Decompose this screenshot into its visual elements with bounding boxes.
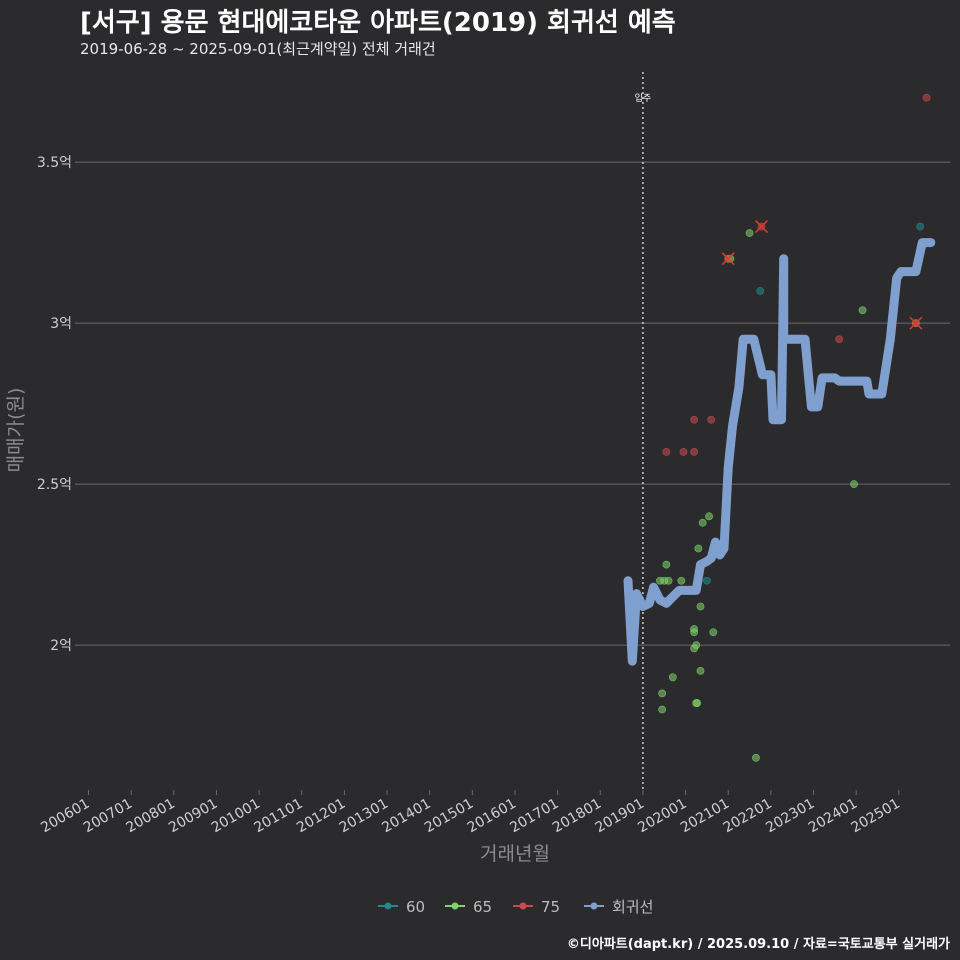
y-tick-label: 2억 xyxy=(50,638,72,654)
point-75 xyxy=(679,448,688,456)
point-75 xyxy=(922,93,931,102)
point-75 xyxy=(662,448,671,456)
legend-label: 60 xyxy=(406,898,425,916)
x-axis-label: 거래년월 xyxy=(480,843,550,865)
y-axis-ticks: 2억 2.5억 3억 3.5억 xyxy=(37,155,80,654)
point-65 xyxy=(709,628,718,637)
point-75 xyxy=(690,448,699,456)
point-65 xyxy=(705,512,713,521)
point-75 xyxy=(835,335,844,344)
x-axis-ticks: 2006012007012008012009012010012011012012… xyxy=(38,790,903,836)
data-points xyxy=(656,93,931,762)
point-65 xyxy=(693,699,702,707)
chart-title: [서구] 용문 현대에코타운 아파트(2019) 회귀선 예측 xyxy=(80,8,676,38)
point-65 xyxy=(692,641,701,650)
legend-swatch-dot xyxy=(590,902,598,910)
y-axis-label: 매매가(원) xyxy=(5,388,27,473)
point-65 xyxy=(745,229,754,237)
point-65 xyxy=(694,544,703,553)
legend: 60 65 75 회귀선 xyxy=(378,898,653,916)
point-65 xyxy=(696,666,705,675)
point-65 xyxy=(858,306,867,315)
y-tick-label: 2.5억 xyxy=(37,477,72,493)
point-65 xyxy=(668,673,677,682)
y-tick-label: 3.5억 xyxy=(37,155,72,171)
legend-label: 65 xyxy=(473,898,492,916)
point-65 xyxy=(850,480,858,489)
excluded-marker xyxy=(721,252,735,266)
move-in-marker: 입주 xyxy=(635,72,652,790)
point-60 xyxy=(703,576,711,585)
chart-subtitle: 2019-06-28 ~ 2025-09-01(최근계약일) 전체 거래건 xyxy=(80,40,436,58)
point-65 xyxy=(664,576,673,585)
move-in-label: 입주 xyxy=(635,92,652,104)
point-65 xyxy=(690,628,699,637)
point-60 xyxy=(756,287,765,295)
point-65 xyxy=(752,753,760,762)
y-tick-label: 3억 xyxy=(50,316,72,332)
point-65 xyxy=(658,705,667,714)
point-65 xyxy=(658,689,667,698)
point-60 xyxy=(916,222,925,231)
point-65 xyxy=(677,576,686,585)
legend-swatch-dot xyxy=(384,902,392,910)
legend-swatch-dot xyxy=(519,902,527,910)
source-caption: ©디아파트(dapt.kr) / 2025.09.10 / 자료=국토교통부 실… xyxy=(566,937,950,952)
x-tick-label: 202501 xyxy=(849,796,903,837)
excluded-markers xyxy=(721,219,923,330)
legend-label: 75 xyxy=(541,898,560,916)
point-75 xyxy=(707,415,716,424)
point-65 xyxy=(696,602,705,611)
point-65 xyxy=(662,560,671,569)
excluded-marker xyxy=(754,219,769,234)
excluded-marker xyxy=(909,316,923,330)
legend-swatch-dot xyxy=(451,902,459,910)
regression-line-group xyxy=(623,238,936,666)
point-65 xyxy=(698,518,707,527)
legend-label: 회귀선 xyxy=(612,898,653,916)
point-75 xyxy=(690,415,699,424)
grid-lines xyxy=(80,161,950,646)
regression-line xyxy=(623,238,936,666)
